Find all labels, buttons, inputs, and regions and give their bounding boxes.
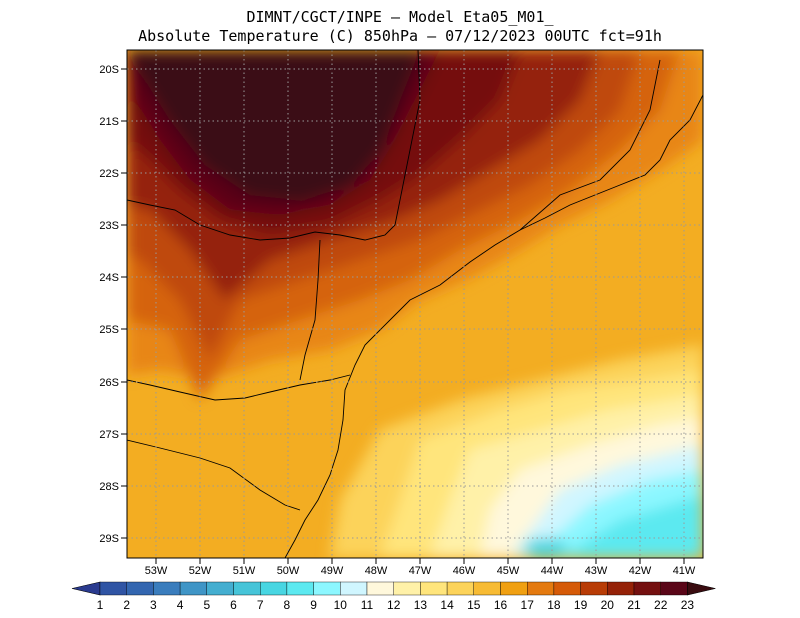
lat-label: 21S — [99, 116, 119, 128]
lon-label: 47W — [409, 565, 432, 577]
colorbar-label: 2 — [123, 598, 130, 612]
colorbar-bin — [366, 581, 394, 596]
lon-label: 48W — [365, 565, 388, 577]
map-frame — [126, 49, 704, 559]
colorbar-bin — [340, 581, 368, 596]
lon-label: 42W — [629, 565, 652, 577]
colorbar-bin — [99, 581, 127, 596]
colorbar-bin — [660, 581, 688, 596]
colorbar-label: 11 — [361, 598, 374, 612]
map-title-line1: DIMNT/CGCT/INPE – Model Eta05_M01_ — [246, 8, 554, 26]
lon-label: 43W — [585, 565, 608, 577]
lat-label: 24S — [99, 272, 119, 284]
coastline — [127, 50, 703, 558]
colorbar-bin — [607, 581, 635, 596]
colorbar-bin — [473, 581, 501, 596]
lon-label: 45W — [497, 565, 520, 577]
colorbar-label: 16 — [494, 598, 508, 612]
map-title-line2: Absolute Temperature (C) 850hPa – 07/12/… — [138, 27, 662, 45]
lon-label: 44W — [541, 565, 564, 577]
lat-label: 25S — [99, 324, 119, 336]
colorbar-label: 22 — [654, 598, 668, 612]
lon-label: 52W — [189, 565, 212, 577]
graticule — [127, 50, 703, 558]
colorbar: 1 2 3 4 5 6 7 8 9 10 11 12 13 14 15 16 17 18 19 20 21 22 23 — [71, 581, 716, 612]
lat-label: 22S — [99, 168, 119, 180]
lon-axis: 53W 52W 51W 50W 49W 48W 47W 46W 45W 44W … — [145, 558, 696, 577]
colorbar-label: 3 — [150, 598, 157, 612]
colorbar-bin — [286, 581, 314, 596]
colorbar-label: 5 — [203, 598, 210, 612]
colorbar-bin — [580, 581, 608, 596]
colorbar-label: 18 — [547, 598, 561, 612]
colorbar-label: 17 — [521, 598, 535, 612]
colorbar-low-arrow — [71, 581, 101, 596]
colorbar-bin — [233, 581, 261, 596]
lon-label: 49W — [321, 565, 344, 577]
lon-label: 46W — [453, 565, 476, 577]
lon-label: 50W — [277, 565, 300, 577]
colorbar-bin — [446, 581, 475, 596]
lat-label: 26S — [99, 377, 119, 389]
colorbar-high-arrow — [687, 581, 716, 596]
lat-label: 27S — [99, 429, 119, 441]
colorbar-label: 12 — [387, 598, 401, 612]
lat-label: 28S — [99, 481, 119, 493]
colorbar-label: 6 — [230, 598, 237, 612]
colorbar-label: 14 — [440, 598, 454, 612]
colorbar-bin — [527, 581, 555, 596]
colorbar-label: 8 — [284, 598, 291, 612]
colorbar-label: 13 — [414, 598, 428, 612]
colorbar-bin — [206, 581, 234, 596]
temperature-field — [127, 50, 703, 558]
colorbar-label: 23 — [681, 598, 695, 612]
colorbar-label: 10 — [334, 598, 348, 612]
colorbar-bin — [553, 581, 581, 596]
colorbar-bin — [500, 581, 528, 596]
lon-label: 51W — [233, 565, 256, 577]
colorbar-label: 20 — [601, 598, 615, 612]
lat-label: 23S — [99, 220, 119, 232]
colorbar-bin — [179, 581, 208, 596]
colorbar-bin — [153, 581, 181, 596]
colorbar-bin — [420, 581, 448, 596]
colorbar-label: 4 — [177, 598, 184, 612]
lat-axis: 20S 21S 22S 23S 24S 25S 26S 27S 28S 29S — [99, 64, 127, 545]
colorbar-bin — [126, 581, 154, 596]
lon-label: 41W — [673, 565, 696, 577]
colorbar-label: 15 — [467, 598, 481, 612]
colorbar-label: 19 — [574, 598, 588, 612]
colorbar-bin — [393, 581, 421, 596]
colorbar-bin — [260, 581, 288, 596]
lon-label: 53W — [145, 565, 168, 577]
colorbar-bin — [313, 581, 341, 596]
colorbar-label: 21 — [627, 598, 641, 612]
lat-label: 20S — [99, 64, 119, 76]
colorbar-label: 1 — [97, 598, 104, 612]
lat-label: 29S — [99, 533, 119, 545]
colorbar-label: 7 — [257, 598, 264, 612]
colorbar-bin — [633, 581, 661, 596]
colorbar-label: 9 — [310, 598, 317, 612]
